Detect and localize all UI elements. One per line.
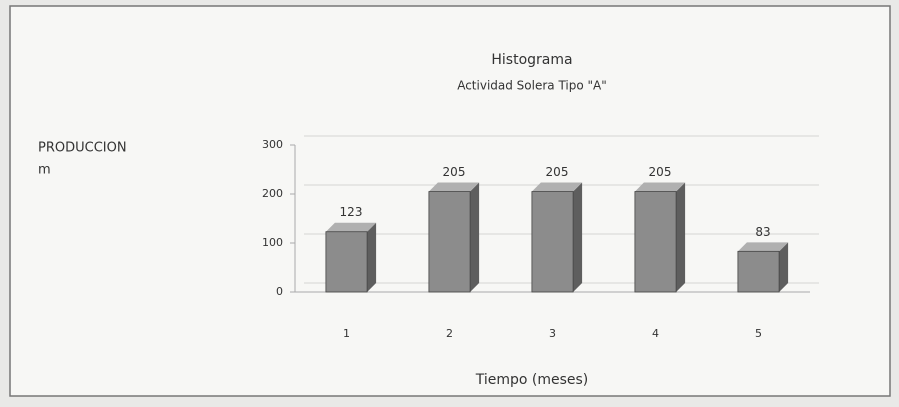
bar xyxy=(737,250,780,293)
bar-top xyxy=(325,222,377,232)
x-axis-label: Tiempo (meses) xyxy=(475,372,589,388)
data-label: 83 xyxy=(755,225,770,239)
y-tick-label: 300 xyxy=(262,138,283,151)
bar-top xyxy=(737,242,789,252)
bar-top xyxy=(428,182,480,192)
bar xyxy=(634,191,677,293)
data-label: 205 xyxy=(649,165,672,179)
bar-side xyxy=(779,242,789,292)
bar-top xyxy=(634,182,686,192)
bar xyxy=(325,231,368,293)
data-label: 205 xyxy=(443,165,466,179)
bar-side xyxy=(470,182,480,292)
data-label: 123 xyxy=(340,205,363,219)
y-axis-label: m xyxy=(38,163,51,178)
x-tick-label: 1 xyxy=(343,327,350,340)
chart-subtitle: Actividad Solera Tipo "A" xyxy=(457,79,607,93)
x-tick-label: 3 xyxy=(549,327,556,340)
y-tick-label: 0 xyxy=(276,285,283,298)
bar-side xyxy=(573,182,583,292)
y-axis-label: PRODUCCION xyxy=(38,141,127,156)
chart-title: Histograma xyxy=(491,52,572,68)
data-label: 205 xyxy=(546,165,569,179)
x-tick-label: 2 xyxy=(446,327,453,340)
bar-side xyxy=(367,222,377,292)
bar-side xyxy=(676,182,686,292)
bar xyxy=(428,191,471,293)
x-tick-label: 5 xyxy=(755,327,762,340)
y-tick-label: 100 xyxy=(262,236,283,249)
y-tick-label: 200 xyxy=(262,187,283,200)
x-tick-label: 4 xyxy=(652,327,659,340)
bar xyxy=(531,191,574,293)
bar-top xyxy=(531,182,583,192)
